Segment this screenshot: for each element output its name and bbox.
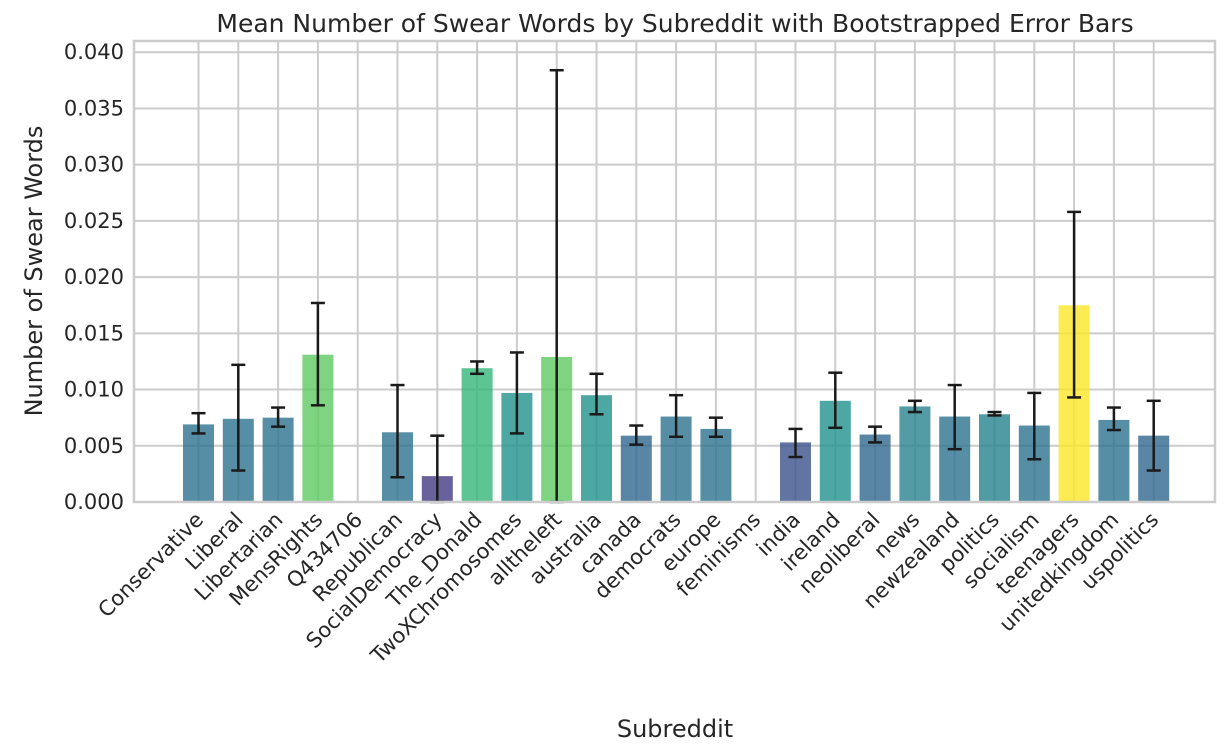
bar-Conservative [183,424,214,502]
y-tick-label: 0.005 [64,434,124,458]
bar-canada [620,435,652,502]
bar-The_Donald [461,368,493,502]
x-tick-labels: ConservativeLiberalLibertarianMensRights… [93,508,1163,669]
bar-europe [700,428,732,502]
y-tick-label: 0.000 [64,490,124,514]
bar-unitedkingdom [1098,419,1130,502]
plot-frame [132,39,1217,504]
y-tick-label: 0.010 [64,378,124,402]
y-tick-label: 0.030 [64,153,124,177]
y-tick-label: 0.025 [64,209,124,233]
bar-Libertarian [262,417,294,502]
y-tick-label: 0.020 [64,265,124,289]
y-tick-label: 0.015 [64,321,124,345]
y-tick-label: 0.040 [64,40,124,64]
chart-title: Mean Number of Swear Words by Subreddit … [216,9,1133,38]
y-tick-label: 0.035 [64,96,124,120]
bar-politics [979,414,1010,502]
y-tick-labels: 0.000 0.005 0.010 0.015 0.020 0.025 0.030 0.035… [64,40,124,514]
bar-news [899,406,931,502]
error-bars [191,68,1161,504]
bars [183,305,1170,502]
y-axis-label: Number of Swear Words [20,126,48,417]
x-axis-label: Subreddit [617,715,733,743]
bar-neoliberal [859,434,891,502]
